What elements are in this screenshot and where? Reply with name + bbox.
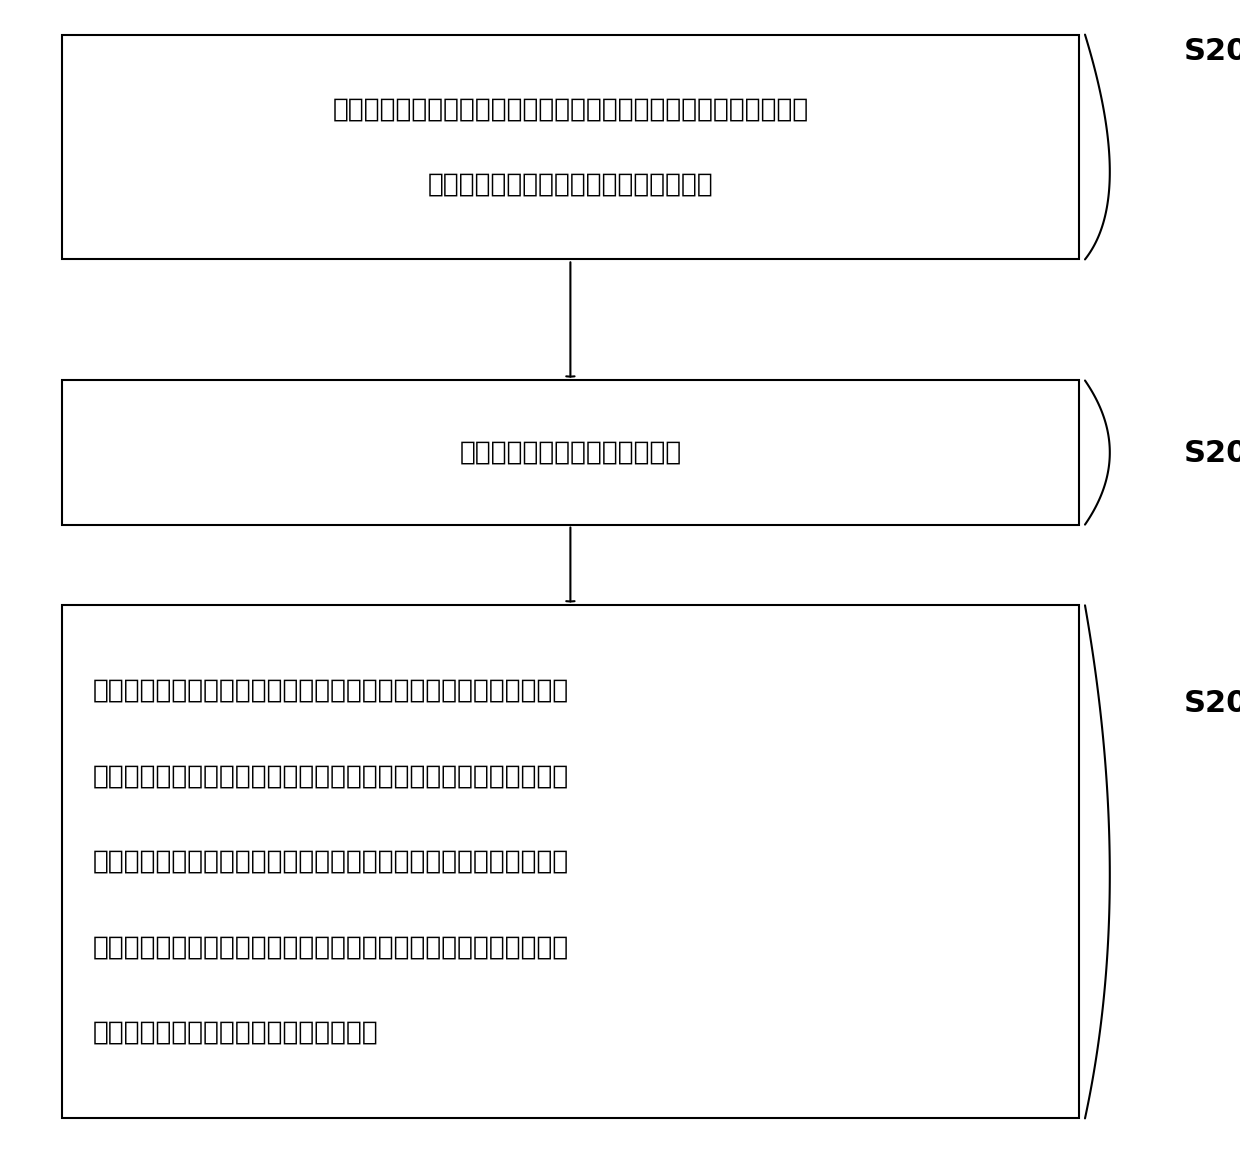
Bar: [62, 35, 1079, 259]
Bar: [62, 380, 1079, 525]
Bar: [62, 605, 1079, 1118]
Text: 分别为横断面基准图像和冠状面基准图像: 分别为横断面基准图像和冠状面基准图像: [428, 172, 713, 197]
Text: 注关键点的基准图像输入待训练的卷积神经网络中，对所述卷积神经: 注关键点的基准图像输入待训练的卷积神经网络中，对所述卷积神经: [93, 763, 569, 790]
Text: 准图像训练而成的即为第二卷积神经网络: 准图像训练而成的即为第二卷积神经网络: [93, 1020, 378, 1046]
Text: S201: S201: [1184, 37, 1240, 67]
Text: 根据所获取的肺叶位置，标注所述基准图像中肺叶的关键点，将已标: 根据所获取的肺叶位置，标注所述基准图像中肺叶的关键点，将已标: [93, 678, 569, 703]
Text: 从已有的肺叶从已有的肺叶的横断面图和冠状面图中选取基准图像，: 从已有的肺叶从已有的肺叶的横断面图和冠状面图中选取基准图像，: [332, 97, 808, 122]
Text: 获取所述基准图像中的肺叶位置: 获取所述基准图像中的肺叶位置: [459, 439, 682, 466]
Text: 状面基准图像训练而成的即为第一卷积神经网络，输入所述横断面基: 状面基准图像训练而成的即为第一卷积神经网络，输入所述横断面基: [93, 934, 569, 960]
Text: S202: S202: [1184, 438, 1240, 468]
Text: 网络进行训练，直到所述卷积神经网络的模型收敛为止；输入所述冠: 网络进行训练，直到所述卷积神经网络的模型收敛为止；输入所述冠: [93, 849, 569, 875]
Text: S203: S203: [1184, 688, 1240, 718]
